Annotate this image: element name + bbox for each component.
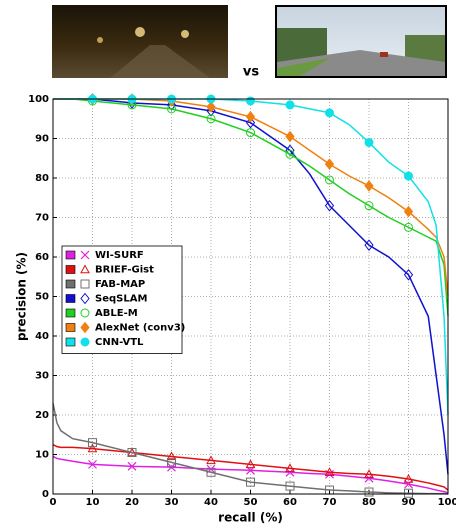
figure: vs 0 10 20 30 40 50 60 70 80 90 100 0 10 20 30 40 50 60 70… — [0, 0, 456, 529]
x-tick-label: 90 — [402, 497, 416, 508]
y-tick-label: 80 — [35, 173, 49, 184]
y-tick-label: 100 — [28, 94, 49, 105]
x-tick-label: 30 — [165, 497, 179, 508]
legend-label: FAB-MAP — [95, 279, 145, 290]
data-point — [405, 172, 413, 180]
legend-swatch — [66, 324, 75, 332]
y-tick-label: 70 — [35, 213, 49, 224]
legend-marker — [81, 338, 89, 346]
y-tick-label: 40 — [35, 331, 49, 342]
data-point — [286, 101, 294, 109]
legend-swatch — [66, 338, 75, 346]
x-tick-label: 0 — [50, 497, 57, 508]
legend-swatch — [66, 280, 75, 288]
legend-swatch — [66, 295, 75, 303]
legend-label: WI-SURF — [95, 250, 144, 261]
legend-swatch — [66, 309, 75, 317]
x-axis-label: recall (%) — [218, 511, 283, 525]
y-tick-label: 0 — [42, 489, 49, 500]
x-tick-label: 10 — [86, 497, 100, 508]
y-tick-label: 30 — [35, 371, 49, 382]
y-tick-label: 20 — [35, 410, 49, 421]
x-tick-label: 100 — [438, 497, 456, 508]
legend-label: SeqSLAM — [95, 294, 147, 305]
data-point — [326, 109, 334, 117]
night-image — [52, 5, 228, 78]
legend-label: CNN-VTL — [95, 337, 144, 348]
x-tick-label: 40 — [204, 497, 218, 508]
x-tick-label: 60 — [283, 497, 297, 508]
legend-label: AlexNet (conv3) — [95, 323, 185, 334]
x-tick-label: 50 — [244, 497, 258, 508]
y-tick-label: 50 — [35, 292, 49, 303]
y-axis-label: precision (%) — [15, 252, 29, 341]
data-point — [365, 138, 373, 146]
y-tick-label: 60 — [35, 252, 49, 263]
y-tick-label: 90 — [35, 134, 49, 145]
y-tick-label: 10 — [35, 450, 49, 461]
legend-label: BRIEF-Gist — [95, 265, 154, 276]
legend-swatch — [66, 266, 75, 274]
x-tick-label: 80 — [362, 497, 376, 508]
x-tick-label: 70 — [323, 497, 337, 508]
vs-label: vs — [243, 65, 259, 80]
legend-label: ABLE-M — [95, 308, 138, 319]
page: {"comparison_label":"vs", "chart_data":{… — [0, 0, 456, 529]
legend-swatch — [66, 251, 75, 259]
data-point — [247, 97, 255, 105]
day-image — [275, 5, 447, 78]
x-tick-label: 20 — [125, 497, 139, 508]
